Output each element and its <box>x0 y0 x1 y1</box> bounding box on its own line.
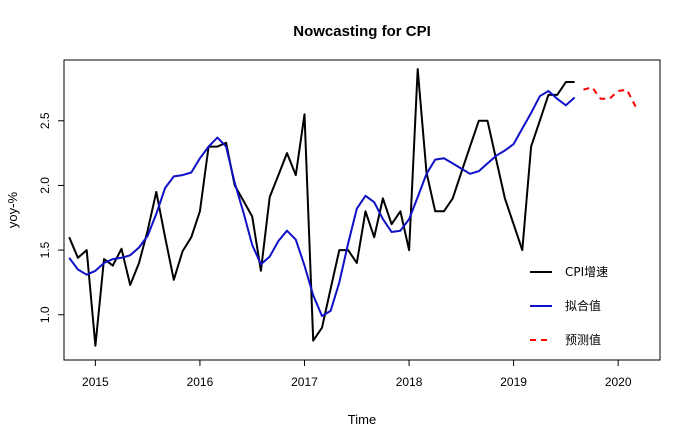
series-line-3 <box>583 86 637 108</box>
x-tick-label: 2017 <box>291 375 318 389</box>
y-tick-label: 2.5 <box>38 112 52 129</box>
legend-label: 预测值 <box>565 332 601 347</box>
y-axis-label: yoy-% <box>5 192 20 229</box>
y-tick-label: 2.0 <box>38 177 52 194</box>
y-tick-label: 1.0 <box>38 306 52 323</box>
x-tick-label: 2015 <box>82 375 109 389</box>
series-line-1 <box>68 68 575 347</box>
legend-label: 拟合值 <box>565 298 601 313</box>
x-tick-label: 2016 <box>187 375 214 389</box>
y-tick-label: 1.5 <box>38 241 52 258</box>
x-tick-label: 2020 <box>605 375 632 389</box>
x-axis: 2015 2016 2017 2018 2019 2020 <box>82 360 632 389</box>
x-axis-label: Time <box>348 412 376 427</box>
x-tick-label: 2019 <box>500 375 527 389</box>
plot-frame <box>63 59 661 361</box>
chart-title: Nowcasting for CPI <box>293 23 431 40</box>
x-tick-label: 2018 <box>396 375 423 389</box>
legend-label: CPI增速 <box>565 265 608 279</box>
series-line-2 <box>68 90 576 317</box>
y-axis: 1.0 1.5 2.0 2.5 <box>38 112 64 323</box>
series-layer <box>68 68 637 347</box>
